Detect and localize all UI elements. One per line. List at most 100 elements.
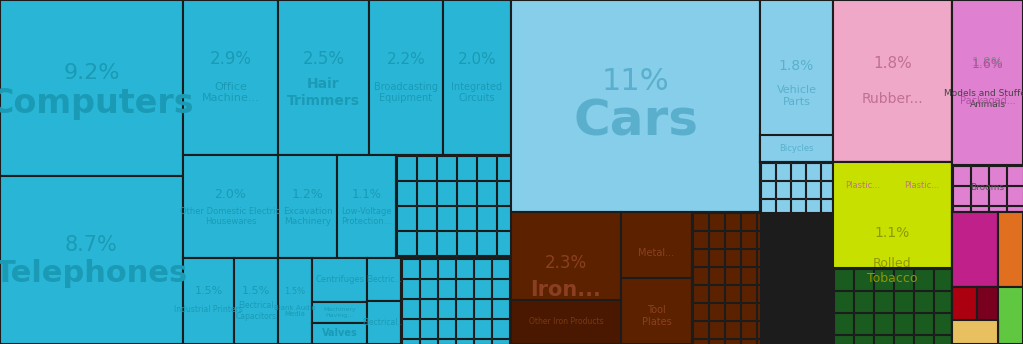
Bar [496,205,510,229]
Bar [952,245,966,259]
Bar [760,162,833,212]
Bar [1007,205,1023,225]
Bar [401,258,512,344]
Text: Centrifuges: Centrifuges [315,276,364,284]
Bar [474,299,490,318]
Bar [437,230,455,255]
Bar [934,334,950,344]
Text: 1.5%: 1.5% [284,287,306,295]
Bar [491,319,508,337]
Bar [952,0,1023,165]
Bar [998,287,1023,344]
Bar [438,279,454,298]
Bar [1009,228,1022,244]
Bar [914,312,933,333]
Bar [853,312,873,333]
Bar [693,338,708,344]
Bar [455,279,473,298]
Bar [278,155,337,258]
Bar [474,279,490,298]
Bar [834,312,852,333]
Bar [456,205,476,229]
Text: Broadcasting
Equipment: Broadcasting Equipment [374,82,438,103]
Bar [988,185,1006,204]
Bar [477,256,495,258]
Bar [998,212,1023,287]
Bar [967,228,979,244]
Bar [397,256,415,258]
Bar [756,267,759,283]
Bar [934,290,950,312]
Bar [893,269,913,290]
Bar [851,262,869,268]
Bar [874,334,892,344]
Bar [952,162,1023,212]
Bar [397,181,415,204]
Bar [952,205,970,225]
Bar [994,245,1008,259]
Bar [967,277,979,291]
Bar [437,205,455,229]
Bar [941,245,950,261]
Bar [952,277,966,291]
Bar [941,226,950,244]
Bar [183,155,278,258]
Text: Machinery
Having...: Machinery Having... [323,307,356,318]
Bar [756,230,759,247]
Bar [952,320,998,344]
Bar [621,212,692,278]
Bar [905,262,923,268]
Bar [416,155,436,180]
Bar [401,258,418,278]
Bar [369,0,443,155]
Bar [941,262,950,268]
Bar [455,258,473,278]
Text: Rolled
Tobacco: Rolled Tobacco [868,257,918,285]
Bar [934,312,950,333]
Text: Integrated
Circuits: Integrated Circuits [451,82,502,103]
Bar [952,309,966,320]
Text: Bicycles: Bicycles [780,144,813,153]
Bar [952,287,977,322]
Bar [397,230,415,255]
Bar [980,292,993,308]
Bar [1007,266,1023,269]
Text: Rubber...: Rubber... [861,92,924,106]
Text: 8.7%: 8.7% [65,235,118,255]
Text: 11%: 11% [602,66,669,96]
Bar [419,258,437,278]
Bar [437,181,455,204]
Bar [853,290,873,312]
Bar [456,256,476,258]
Bar [888,245,904,261]
Bar [791,198,804,212]
Bar [724,302,740,320]
Text: Valves: Valves [321,329,357,338]
Bar [419,319,437,337]
Bar [952,246,970,265]
Bar [994,228,1008,244]
Bar [914,334,933,344]
Bar [491,338,508,344]
Bar [775,198,790,212]
Bar [988,226,1006,245]
Bar [924,245,940,261]
Bar [416,205,436,229]
Bar [893,290,913,312]
Bar [437,256,455,258]
Bar [496,155,510,180]
Bar [419,279,437,298]
Bar [971,266,987,269]
Text: Vehicle
Parts: Vehicle Parts [776,85,816,107]
Bar [756,302,759,320]
Bar [760,135,833,162]
Bar [437,155,455,180]
Bar [1009,213,1022,227]
Text: Electrical
Capacitors: Electrical Capacitors [235,301,276,321]
Bar [397,155,415,180]
Bar [893,162,951,208]
Bar [805,162,819,180]
Bar [312,323,367,344]
Text: Cars: Cars [573,97,698,145]
Bar [741,248,756,266]
